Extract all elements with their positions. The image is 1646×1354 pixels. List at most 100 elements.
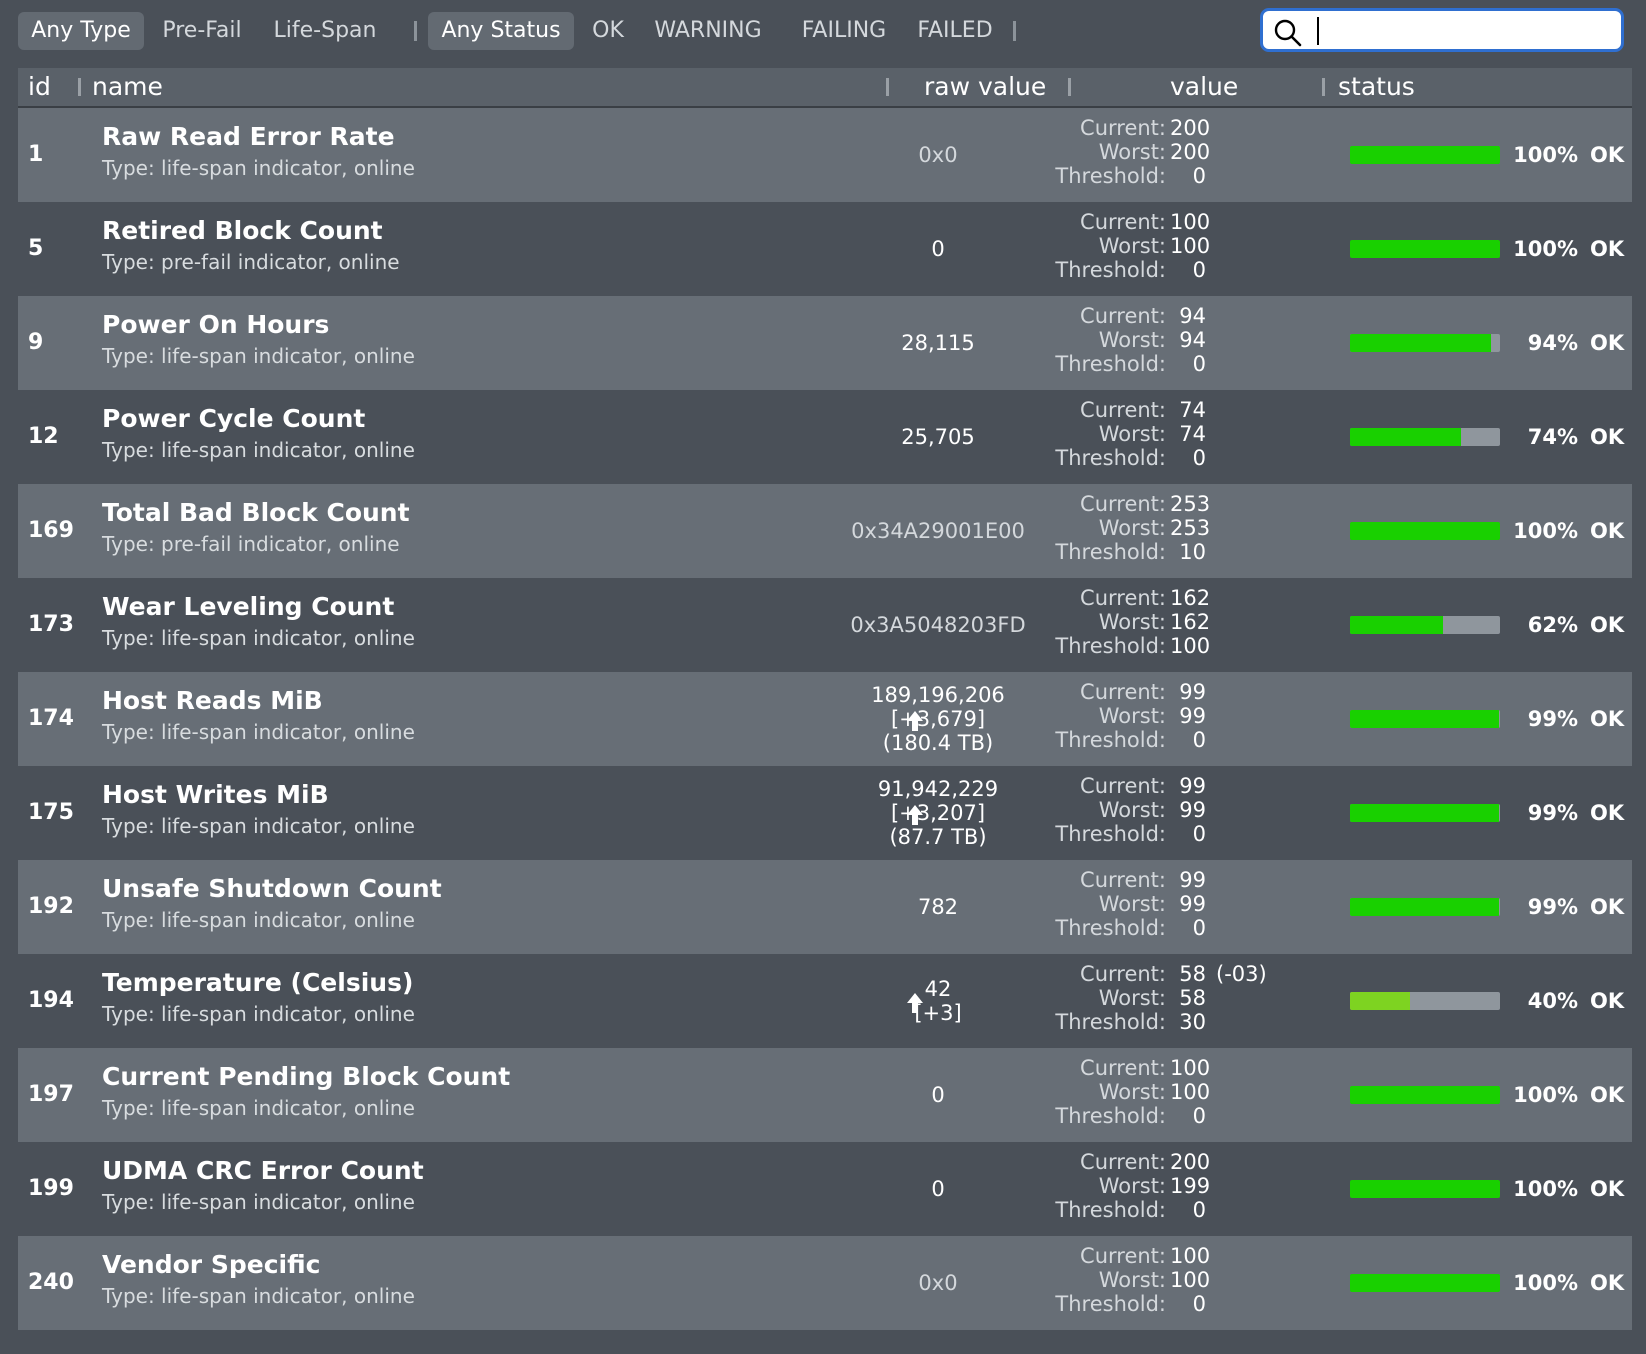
raw-value-line: 0	[931, 237, 945, 261]
raw-value: 91,942,229 [+3,207] (87.7 TB)	[858, 766, 1018, 860]
attribute-name: Total Bad Block Count	[102, 498, 410, 527]
threshold-value: 100	[1170, 634, 1211, 658]
attribute-id: 240	[28, 1270, 74, 1295]
current-label: Current:	[1080, 586, 1166, 610]
table-row[interactable]: 174 Host Reads MiB Type: life-span indicat…	[18, 672, 1632, 766]
health-percent: 62%	[1527, 613, 1578, 637]
filter-ok[interactable]: OK	[592, 18, 624, 43]
table-row[interactable]: 12 Power Cycle Count Type: life-span indic…	[18, 390, 1632, 484]
filter-failing[interactable]: FAILING	[801, 18, 887, 43]
health-bar-fill	[1350, 522, 1500, 540]
table-row[interactable]: 9 Power On Hours Type: life-span indicator…	[18, 296, 1632, 390]
raw-value: 42 [+3]	[858, 954, 1018, 1048]
health-bar-fill	[1350, 616, 1443, 634]
column-header-raw-value[interactable]: raw value	[924, 72, 1047, 101]
health-bar	[1350, 146, 1500, 164]
attribute-id: 174	[28, 706, 74, 731]
status-badge: OK	[1590, 519, 1625, 543]
status-badge: OK	[1590, 801, 1625, 825]
search-input[interactable]	[1317, 16, 1607, 44]
table-row[interactable]: 5 Retired Block Count Type: pre-fail indic…	[18, 202, 1632, 296]
current-label: Current:	[1080, 116, 1166, 140]
table-row[interactable]: 197 Current Pending Block Count Type: life…	[18, 1048, 1632, 1142]
column-resize-handle[interactable]	[78, 78, 81, 96]
table-row[interactable]: 169 Total Bad Block Count Type: pre-fail i…	[18, 484, 1632, 578]
worst-value: 100	[1170, 1080, 1211, 1104]
attribute-name: UDMA CRC Error Count	[102, 1156, 424, 1185]
attribute-id: 12	[28, 424, 59, 449]
column-resize-handle[interactable]	[886, 78, 889, 96]
threshold-value: 0	[1192, 1104, 1206, 1128]
health-bar-fill	[1350, 1274, 1500, 1292]
table-row[interactable]: 192 Unsafe Shutdown Count Type: life-span …	[18, 860, 1632, 954]
attribute-id: 192	[28, 894, 74, 919]
health-bar-fill	[1350, 1086, 1500, 1104]
filter-separator	[414, 21, 417, 41]
table-row[interactable]: 199 UDMA CRC Error Count Type: life-span i…	[18, 1142, 1632, 1236]
attribute-name: Unsafe Shutdown Count	[102, 874, 442, 903]
search-box[interactable]	[1260, 8, 1624, 52]
attribute-type: Type: life-span indicator, online	[102, 626, 415, 650]
current-value: 200	[1170, 116, 1211, 140]
status-badge: OK	[1590, 143, 1625, 167]
filter-any-status[interactable]: Any Status	[428, 12, 574, 50]
raw-value: 0	[858, 202, 1018, 296]
attribute-type: Type: life-span indicator, online	[102, 1284, 415, 1308]
health-percent: 100%	[1513, 237, 1578, 261]
attribute-type: Type: life-span indicator, online	[102, 1190, 415, 1214]
raw-value-line: 0	[931, 1083, 945, 1107]
worst-value: 99	[1179, 704, 1206, 728]
filter-any-type[interactable]: Any Type	[18, 12, 144, 50]
worst-value: 74	[1179, 422, 1206, 446]
table-row[interactable]: 1 Raw Read Error Rate Type: life-span indi…	[18, 108, 1632, 202]
current-value: 99	[1179, 774, 1206, 798]
worst-label: Worst:	[1098, 1080, 1166, 1104]
attribute-type: Type: pre-fail indicator, online	[102, 532, 400, 556]
column-header-status[interactable]: status	[1338, 72, 1415, 101]
trend-up-icon	[907, 993, 923, 1013]
column-header-value[interactable]: value	[1170, 72, 1239, 101]
threshold-label: Threshold:	[1055, 1292, 1166, 1316]
attribute-id: 197	[28, 1082, 74, 1107]
threshold-label: Threshold:	[1055, 258, 1166, 282]
worst-label: Worst:	[1098, 704, 1166, 728]
raw-value-line: 782	[917, 895, 959, 919]
column-header-id[interactable]: id	[28, 72, 51, 101]
raw-value-line: 189,196,206	[871, 683, 1005, 707]
column-resize-handle[interactable]	[1068, 78, 1071, 96]
attribute-type: Type: life-span indicator, online	[102, 344, 415, 368]
health-bar-fill	[1350, 992, 1410, 1010]
threshold-label: Threshold:	[1055, 1104, 1166, 1128]
current-value: 200	[1170, 1150, 1211, 1174]
filter-pre-fail[interactable]: Pre-Fail	[162, 18, 242, 43]
health-percent: 99%	[1527, 707, 1578, 731]
filter-warning[interactable]: WARNING	[654, 18, 762, 43]
threshold-label: Threshold:	[1055, 446, 1166, 470]
status-badge: OK	[1590, 331, 1625, 355]
threshold-value: 0	[1192, 822, 1206, 846]
raw-value-line: 0	[931, 1177, 945, 1201]
threshold-value: 0	[1192, 1292, 1206, 1316]
raw-value-line: 25,705	[901, 425, 975, 449]
worst-value: 100	[1170, 234, 1211, 258]
threshold-label: Threshold:	[1055, 822, 1166, 846]
filter-failed[interactable]: FAILED	[917, 18, 993, 43]
health-bar-fill	[1350, 240, 1500, 258]
status-badge: OK	[1590, 1083, 1625, 1107]
table-row[interactable]: 194 Temperature (Celsius) Type: life-span …	[18, 954, 1632, 1048]
filter-life-span[interactable]: Life-Span	[273, 18, 377, 43]
current-value: 100	[1170, 1244, 1211, 1268]
table-row[interactable]: 173 Wear Leveling Count Type: life-span in…	[18, 578, 1632, 672]
attribute-name: Wear Leveling Count	[102, 592, 395, 621]
health-percent: 40%	[1527, 989, 1578, 1013]
health-percent: 99%	[1527, 895, 1578, 919]
health-bar	[1350, 428, 1500, 446]
health-bar-fill	[1350, 428, 1461, 446]
column-header-name[interactable]: name	[92, 72, 163, 101]
table-row[interactable]: 175 Host Writes MiB Type: life-span indica…	[18, 766, 1632, 860]
column-resize-handle[interactable]	[1322, 78, 1325, 96]
health-bar	[1350, 240, 1500, 258]
health-percent: 94%	[1527, 331, 1578, 355]
table-row[interactable]: 240 Vendor Specific Type: life-span indica…	[18, 1236, 1632, 1330]
attribute-type: Type: life-span indicator, online	[102, 156, 415, 180]
